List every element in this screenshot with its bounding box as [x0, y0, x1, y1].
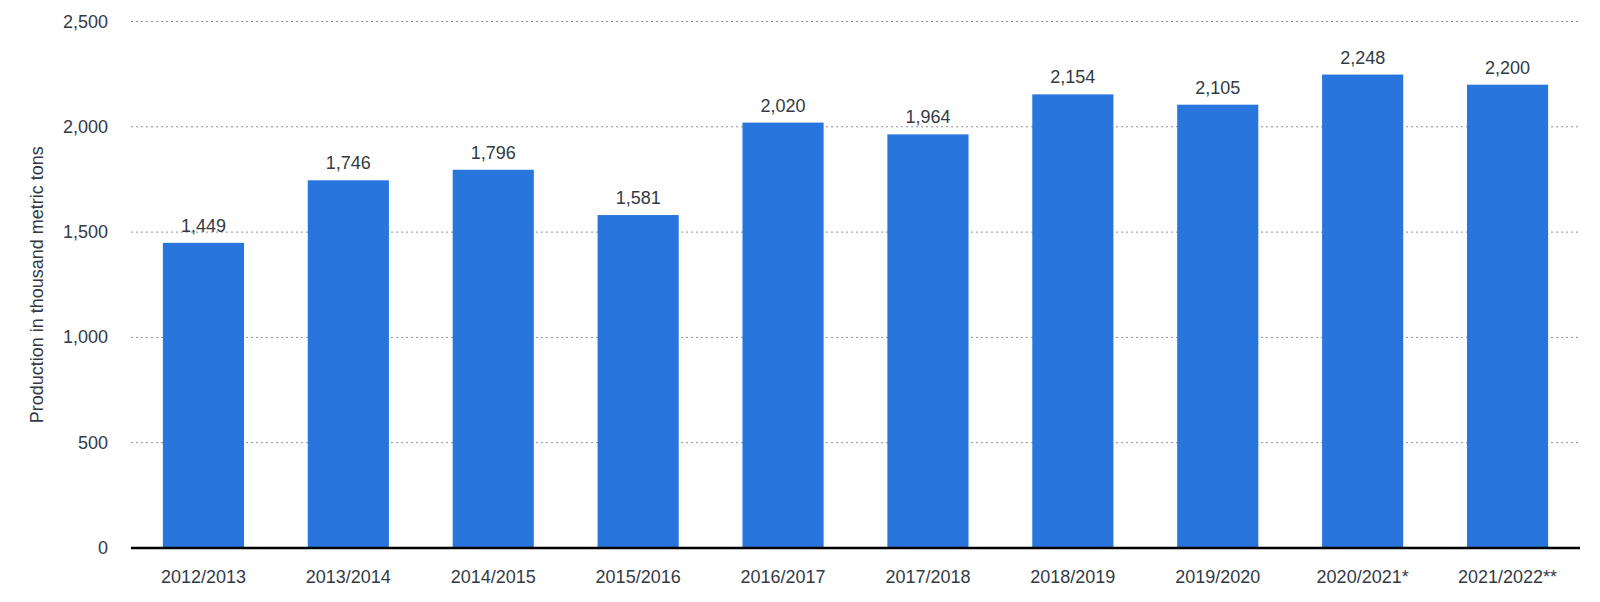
y-tick-label: 1,500	[63, 222, 108, 242]
data-label: 2,020	[761, 96, 806, 116]
y-axis-label: Production in thousand metric tons	[27, 146, 47, 423]
y-tick-label: 2,500	[63, 12, 108, 32]
x-tick-label: 2016/2017	[741, 567, 826, 587]
x-axis-line	[131, 547, 1580, 550]
y-tick-label: 1,000	[63, 327, 108, 347]
y-tick-label: 500	[78, 433, 108, 453]
bar	[742, 123, 823, 548]
y-tick-label: 0	[98, 538, 108, 558]
bar	[163, 243, 244, 548]
bar	[308, 180, 389, 548]
bars	[163, 75, 1548, 548]
x-tick-label: 2020/2021*	[1317, 567, 1409, 587]
x-tick-label: 2019/2020	[1175, 567, 1260, 587]
bar	[598, 215, 679, 548]
bar	[1467, 85, 1548, 548]
data-label: 1,581	[616, 188, 661, 208]
data-label: 1,796	[471, 143, 516, 163]
x-tick-label: 2012/2013	[161, 567, 246, 587]
x-tick-label: 2014/2015	[451, 567, 536, 587]
x-tick-label: 2013/2014	[306, 567, 391, 587]
bar	[453, 170, 534, 548]
x-axis: 2012/2013 2013/2014 2014/2015 2015/2016 2016…	[161, 567, 1557, 587]
data-label: 1,746	[326, 153, 371, 173]
y-tick-label: 2,000	[63, 117, 108, 137]
data-label: 2,200	[1485, 58, 1530, 78]
bar	[1177, 105, 1258, 548]
x-tick-label: 2018/2019	[1030, 567, 1115, 587]
data-label: 2,105	[1195, 78, 1240, 98]
bar	[1322, 75, 1403, 548]
x-tick-label: 2017/2018	[885, 567, 970, 587]
x-tick-label: 2015/2016	[596, 567, 681, 587]
y-axis: 0 500 1,000 1,500 2,000 2,500	[63, 12, 1580, 559]
data-label: 2,248	[1340, 48, 1385, 68]
bar	[887, 134, 968, 548]
chart: 0 500 1,000 1,500 2,000 2,500 Production in th…	[0, 0, 1600, 602]
bar	[1032, 94, 1113, 548]
grid-line	[131, 21, 1580, 22]
data-label: 2,154	[1050, 67, 1095, 87]
x-tick-label: 2021/2022**	[1458, 567, 1557, 587]
data-label: 1,449	[181, 216, 226, 236]
data-label: 1,964	[905, 107, 950, 127]
data-labels: 1,449 1,746 1,796 1,581 2,020 1,964 2,154 2,105…	[181, 48, 1530, 236]
